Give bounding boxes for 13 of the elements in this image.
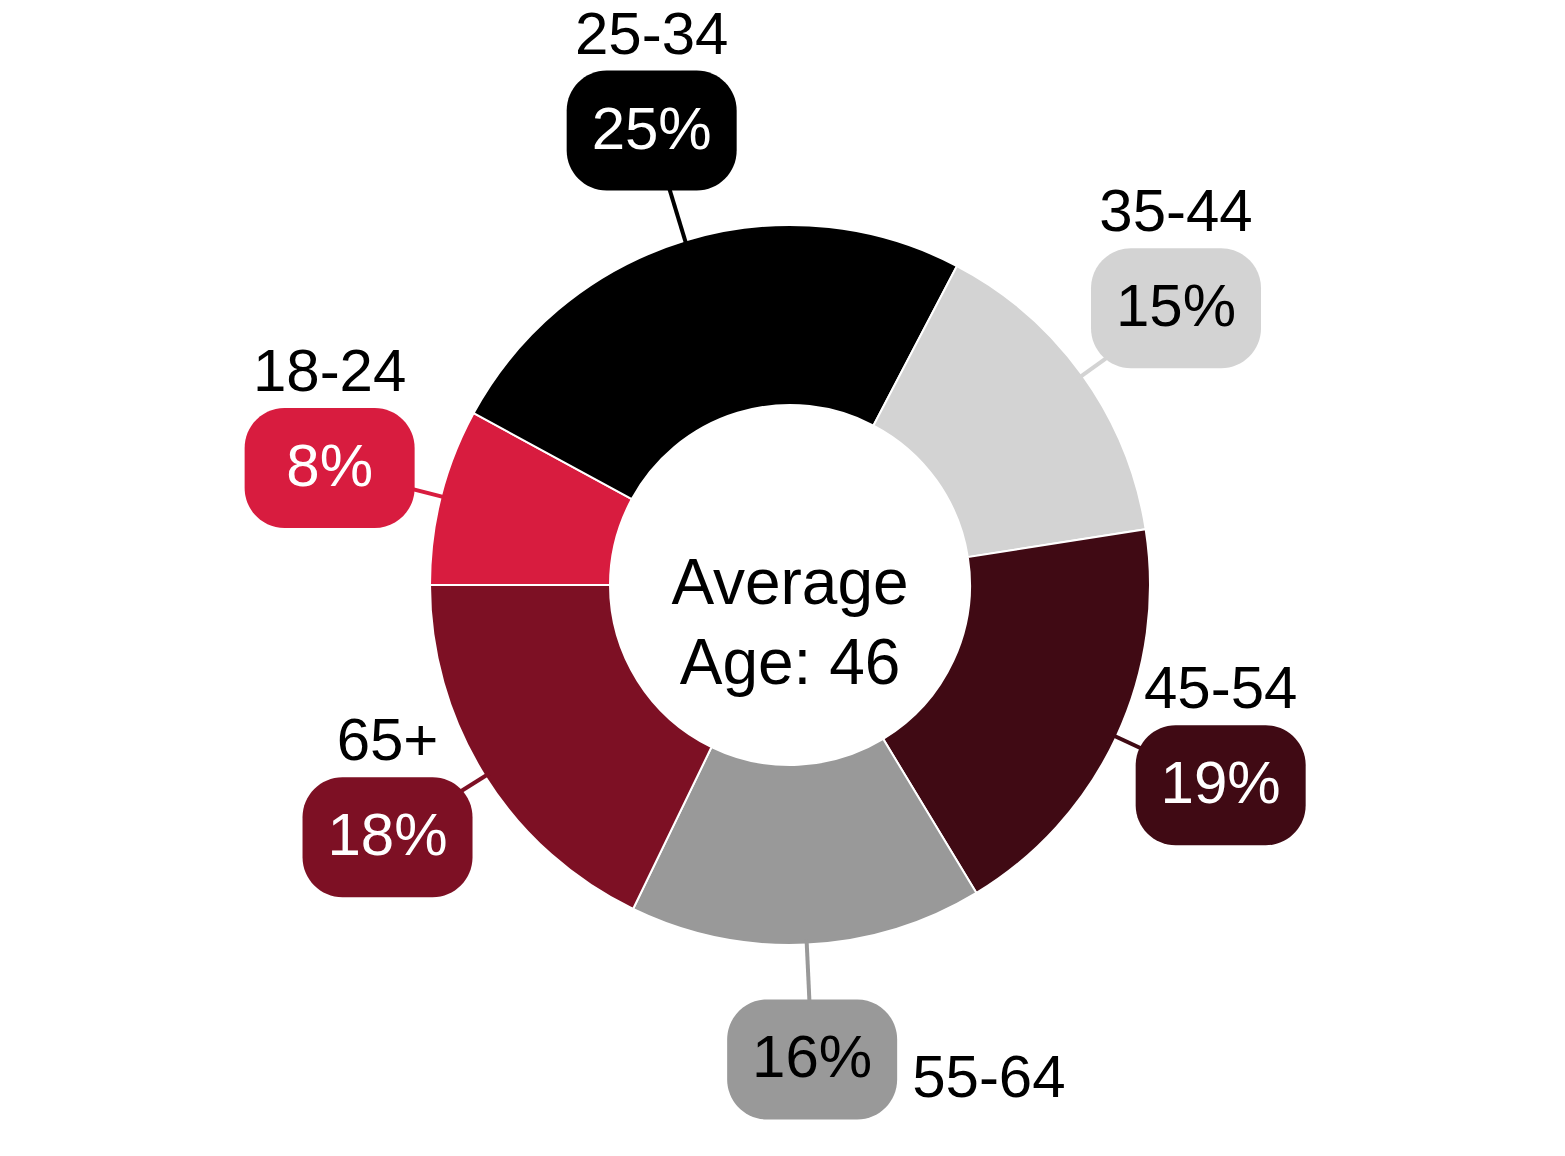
data-label: 15% — [1115, 272, 1237, 340]
slice-label: 45-54 — [1143, 654, 1298, 722]
data-label: 8% — [286, 432, 373, 500]
slice-label: 65+ — [336, 706, 439, 774]
data-label: 25% — [591, 94, 712, 162]
slice-label: 25-34 — [574, 0, 729, 67]
text: Average Age: 46 — [671, 546, 909, 698]
data-label: 16% — [752, 1023, 873, 1091]
slice-label: 35-44 — [1099, 177, 1253, 245]
data-label: 19% — [1160, 749, 1281, 817]
legend-label: 55-64 — [912, 1043, 1066, 1111]
slice-label: 18-24 — [252, 337, 407, 405]
data-label: 18% — [327, 801, 448, 869]
